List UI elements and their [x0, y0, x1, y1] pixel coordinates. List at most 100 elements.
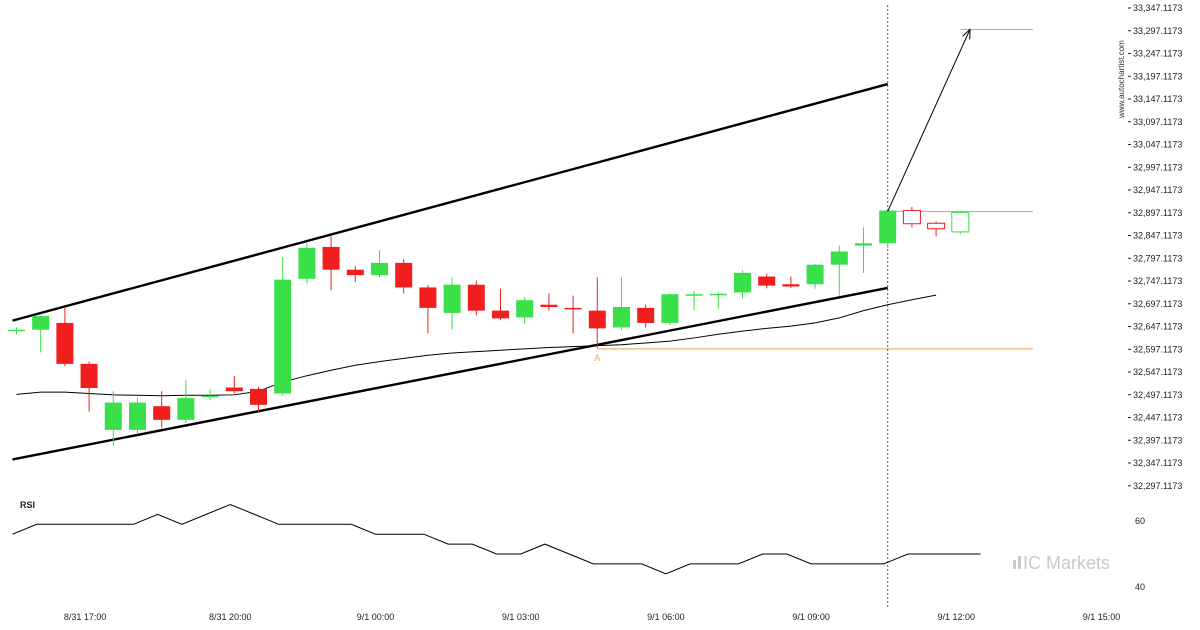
candle-body: [346, 269, 364, 276]
y-tick-label: 33,297.1173: [1133, 26, 1182, 36]
candle: [8, 327, 25, 335]
candle: [56, 306, 74, 367]
candle: [855, 227, 872, 273]
candle-body: [540, 304, 558, 307]
x-tick-label: 8/31 20:00: [209, 612, 252, 622]
y-tick-label: 32,347.1173: [1133, 458, 1182, 468]
candle: [830, 245, 848, 296]
candle: [782, 276, 800, 288]
candle: [32, 316, 50, 353]
candle: [661, 293, 679, 326]
channel-lower-line: [12, 286, 888, 461]
candle-body: [419, 287, 437, 308]
y-tick-label: 32,547.1173: [1133, 367, 1182, 377]
candle-body: [225, 387, 243, 392]
y-tick-label: 32,297.1173: [1133, 481, 1182, 491]
y-tick-label: 32,597.1173: [1133, 344, 1182, 354]
candle: [588, 277, 606, 348]
brand-bar-2: [1018, 556, 1021, 569]
candle-body: [177, 397, 195, 420]
candle: [902, 206, 921, 228]
candle: [806, 263, 824, 289]
candle-body: [80, 363, 98, 388]
y-tick-label: 32,447.1173: [1133, 413, 1182, 423]
candle-body: [298, 247, 316, 279]
candle-body: [274, 279, 292, 394]
x-tick-label: 8/31 17:00: [64, 612, 107, 622]
rsi-layer: 60 40: [12, 503, 1145, 592]
y-tick-label: 32,397.1173: [1133, 435, 1182, 445]
candle-body: [322, 246, 340, 270]
candle-body: [782, 284, 800, 287]
candle-body: [855, 243, 872, 246]
axes-layer: 33,347.1173 33,297.1173 33,247.1173 33,197.…: [64, 3, 1183, 622]
brand-logo: IC Markets: [1013, 553, 1110, 573]
candle: [395, 259, 413, 294]
y-tick-label: 32,697.1173: [1133, 299, 1182, 309]
candle-body: [637, 307, 655, 323]
y-tick-label: 32,847.1173: [1133, 231, 1182, 241]
candle-body: [588, 310, 606, 329]
moving-average-line: [16, 294, 937, 397]
rsi-tick-label: 40: [1135, 582, 1145, 592]
candle-body: [661, 294, 679, 323]
x-tick-label: 9/1 00:00: [357, 612, 395, 622]
candle-body: [685, 294, 703, 296]
rsi-tick-label: 60: [1135, 516, 1145, 526]
y-tick-label: 32,797.1173: [1133, 253, 1182, 263]
rsi-line: [12, 503, 981, 575]
candle-body: [879, 210, 897, 244]
candle: [758, 273, 776, 289]
candle-body: [564, 307, 582, 310]
candle: [685, 291, 703, 311]
candle: [951, 210, 970, 235]
candle: [322, 236, 340, 291]
candle-body: [32, 316, 50, 330]
candle: [492, 288, 509, 320]
y-tick-label: 32,497.1173: [1133, 390, 1182, 400]
candle-body: [129, 402, 146, 430]
candle-body: [395, 262, 413, 288]
y-tick-label: 33,097.1173: [1133, 117, 1182, 127]
forecast-arrow-head: [962, 28, 971, 40]
y-tick-label: 33,147.1173: [1133, 94, 1182, 104]
candle: [637, 304, 655, 328]
annotations-layer: A: [594, 28, 971, 363]
candle-body: [371, 262, 388, 276]
forecast-arrow: [887, 29, 971, 212]
y-tick-label: 32,947.1173: [1133, 185, 1182, 195]
candle-body: [830, 251, 848, 265]
candle-body: [56, 322, 74, 364]
candle: [540, 293, 558, 311]
candle: [250, 386, 267, 412]
candle-body: [709, 293, 727, 296]
candles-layer: [8, 206, 970, 446]
candle: [419, 285, 437, 334]
candle: [153, 391, 171, 428]
candle: [734, 270, 751, 298]
candle-body: [927, 222, 946, 230]
candle-body: [613, 306, 630, 328]
candle-body: [201, 395, 219, 398]
candle-body: [516, 300, 534, 318]
point-label: A: [594, 353, 600, 363]
candle: [516, 296, 534, 324]
y-tick-label: 32,897.1173: [1133, 208, 1182, 218]
candle-body: [153, 406, 171, 420]
candle-body: [951, 211, 970, 233]
candle-body: [806, 264, 824, 285]
candle: [225, 376, 243, 394]
candle-body: [758, 276, 776, 286]
candle: [879, 210, 897, 248]
candle: [177, 379, 195, 424]
candle: [564, 295, 582, 334]
candle-body: [8, 329, 25, 332]
candle-body: [104, 402, 122, 430]
x-tick-label: 9/1 06:00: [647, 612, 685, 622]
x-tick-label: 9/1 03:00: [502, 612, 540, 622]
y-tick-label: 33,197.1173: [1133, 71, 1182, 81]
candle: [709, 292, 727, 310]
candle: [80, 361, 98, 412]
candle: [104, 391, 122, 446]
